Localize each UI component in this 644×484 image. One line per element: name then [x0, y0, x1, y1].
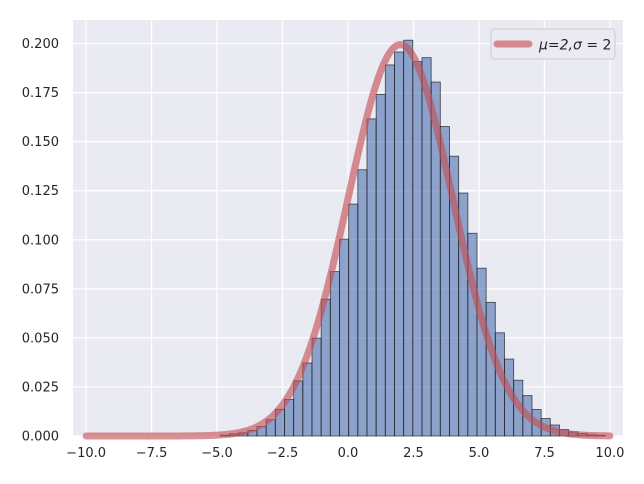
x-tick-label: −5.0 — [201, 446, 233, 461]
x-tick-label: −7.5 — [136, 446, 168, 461]
histogram-bar — [311, 337, 322, 437]
legend-label-sigma: σ — [573, 38, 583, 54]
histogram-bar — [320, 298, 331, 437]
histogram-bar — [394, 51, 405, 437]
x-tick-label: 0.0 — [338, 446, 359, 461]
y-tick-label: 0.125 — [22, 184, 59, 199]
legend-label-mu: μ=2, — [538, 38, 573, 54]
legend-box — [490, 28, 616, 60]
histogram-bar — [412, 61, 423, 437]
y-tick-label: 0.100 — [22, 233, 59, 248]
x-axis-ticks: −10.0 −7.5 −5.0 −2.5 0.0 2.5 5.0 7.5 10.0 — [66, 446, 624, 461]
y-tick-label: 0.150 — [22, 135, 59, 150]
y-tick-label: 0.050 — [22, 331, 59, 346]
histogram-bar — [403, 39, 414, 437]
y-tick-label: 0.025 — [22, 380, 59, 395]
x-tick-label: 10.0 — [595, 446, 624, 461]
histogram-bar — [384, 64, 395, 437]
y-tick-label: 0.075 — [22, 282, 59, 297]
histogram-bar — [366, 118, 377, 437]
series-line — [82, 41, 614, 440]
y-tick-label: 0.000 — [22, 430, 59, 445]
y-tick-label: 0.175 — [22, 86, 59, 101]
x-tick-label: 7.5 — [534, 446, 555, 461]
legend: μ=2,σ = 2 — [490, 28, 616, 60]
legend-label-value: = 2 — [582, 38, 612, 54]
x-tick-label: −2.5 — [267, 446, 299, 461]
histogram-bar — [485, 301, 496, 437]
legend-label: μ=2,σ = 2 — [538, 38, 611, 54]
histogram-bar — [302, 362, 313, 437]
pdf-curve — [82, 41, 614, 440]
x-tick-label: 2.5 — [403, 446, 424, 461]
histogram-bar — [339, 238, 350, 437]
y-tick-label: 0.200 — [22, 37, 59, 52]
histogram-bar — [375, 93, 386, 437]
histogram-bar — [357, 169, 368, 437]
y-axis-ticks: 0.000 0.025 0.050 0.075 0.100 0.125 0.150 0.175… — [22, 37, 59, 444]
histogram-bar — [348, 203, 359, 437]
x-tick-label: 5.0 — [469, 446, 490, 461]
histogram-bar — [329, 271, 340, 437]
x-tick-label: −10.0 — [66, 446, 106, 461]
